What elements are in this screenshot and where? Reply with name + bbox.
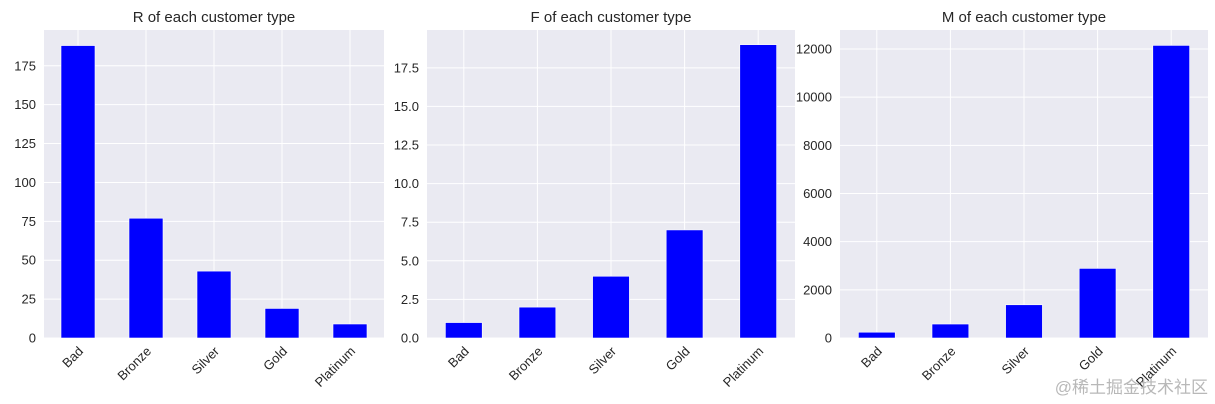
bar-gold (264, 308, 300, 339)
y-tick-label: 5.0 (401, 253, 419, 268)
x-tick-label: Gold (1076, 344, 1106, 374)
y-tick-label: 17.5 (394, 60, 419, 75)
x-tick-label: Bronze (114, 344, 154, 384)
x-tick-label: Platinum (312, 344, 358, 390)
bar-bronze (128, 217, 164, 339)
x-tick-label: Silver (999, 343, 1033, 377)
bar-platinum (739, 44, 777, 339)
y-tick-label: 150 (14, 97, 36, 112)
bar-bad (445, 322, 483, 339)
y-tick-label: 15.0 (394, 99, 419, 114)
x-tick-label: Silver (586, 343, 620, 377)
y-tick-label: 2000 (803, 282, 832, 297)
bar-platinum (1152, 45, 1190, 339)
x-tick-label: Gold (260, 344, 290, 374)
x-tick-label: Bad (858, 344, 885, 371)
y-tick-label: 0 (825, 331, 832, 346)
bar-gold (665, 229, 704, 339)
x-tick-label: Bad (445, 344, 472, 371)
x-tick-label: Silver (189, 343, 223, 377)
y-tick-label: 100 (14, 175, 36, 190)
y-tick-label: 8000 (803, 138, 832, 153)
y-tick-label: 10.0 (394, 176, 419, 191)
x-tick-label: Bronze (506, 344, 546, 384)
chart-panel-3: 0 2000 4000 6000 8000 10000 12000 Bad Bronze Silv… (796, 9, 1208, 390)
bar-silver (1005, 304, 1043, 339)
x-tick-label: Platinum (720, 344, 766, 390)
y-tick-label: 50 (22, 253, 36, 268)
bar-bronze (931, 323, 970, 339)
x-tick-label: Bad (59, 344, 86, 371)
bar-silver (196, 270, 232, 339)
y-tick-label: 6000 (803, 186, 832, 201)
y-tick-label: 7.5 (401, 215, 419, 230)
bar-silver (592, 275, 630, 339)
bar-bronze (518, 306, 557, 339)
bar-bad (858, 331, 896, 339)
bar-gold (1078, 268, 1117, 339)
chart-title: R of each customer type (133, 9, 296, 26)
y-tick-label: 12000 (796, 42, 832, 57)
y-tick-label: 10000 (796, 90, 832, 105)
x-tick-label: Gold (663, 344, 693, 374)
bar-bad (60, 45, 96, 339)
watermark: @稀土掘金技术社区 (1055, 378, 1208, 397)
chart-panel-1: 0 25 50 75 100 125 150 175 Bad Bronze Silver Gold Pl… (14, 9, 384, 390)
y-tick-label: 125 (14, 136, 36, 151)
y-tick-label: 2.5 (401, 292, 419, 307)
y-tick-label: 0 (29, 331, 36, 346)
y-tick-label: 0.0 (401, 331, 419, 346)
chart-title: F of each customer type (531, 9, 692, 26)
y-tick-label: 25 (22, 292, 36, 307)
y-tick-label: 4000 (803, 234, 832, 249)
bar-platinum (332, 323, 368, 339)
y-tick-label: 175 (14, 58, 36, 73)
chart-title: M of each customer type (942, 9, 1106, 26)
y-tick-label: 75 (22, 214, 36, 229)
chart-panel-2: 0.0 2.5 5.0 7.5 10.0 12.5 15.0 17.5 Bad Bronze Sil… (394, 9, 795, 390)
x-tick-label: Bronze (919, 344, 959, 384)
y-tick-label: 12.5 (394, 138, 419, 153)
